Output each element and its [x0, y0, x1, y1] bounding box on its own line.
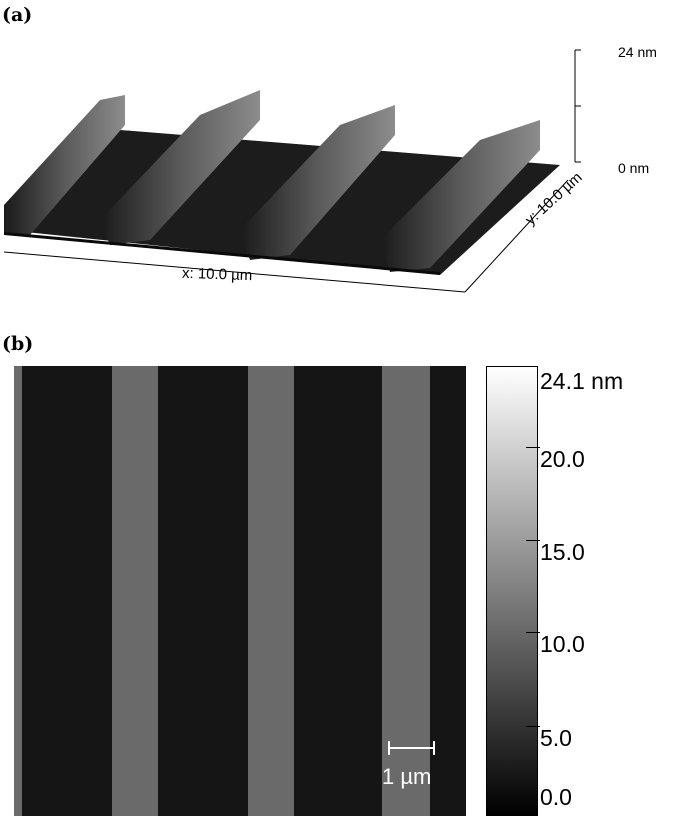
scale-bar-tick: [433, 741, 435, 755]
colorbar-tick: [526, 726, 540, 727]
x-axis-line: [3, 251, 466, 293]
ridge-4: [380, 120, 540, 272]
colorbar-tick-label: 10.0: [540, 631, 585, 657]
z-max-label: 24 nm: [618, 44, 657, 60]
ridges: [4, 90, 540, 272]
panel-a-label: (a): [2, 4, 33, 26]
colorbar: [486, 366, 538, 816]
colorbar-tick-label: 5.0: [540, 725, 572, 751]
ridge-2: [100, 90, 260, 245]
scale-bar: [389, 747, 434, 749]
ridge-1: [4, 95, 125, 235]
colorbar-tick-label: 0.0: [540, 784, 572, 810]
stripe-2: [248, 366, 294, 816]
scale-bar-label: 1 µm: [382, 764, 432, 789]
colorbar-max-label: 24.1 nm: [540, 368, 624, 394]
ridge-3: [240, 105, 395, 260]
colorbar-tick-label: 20.0: [540, 446, 585, 472]
afm-3d-plot: [3, 49, 581, 293]
colorbar-tick: [526, 447, 540, 448]
colorbar-tick: [526, 540, 540, 541]
stripe-1: [112, 366, 158, 816]
stripe-3: [382, 366, 430, 816]
afm-3d-surface: 24 nm 0 nm x: 10.0 µm y: 10.0 µm: [0, 30, 678, 310]
colorbar-tick: [526, 632, 540, 633]
y-axis-line: [464, 179, 569, 293]
panel-b-label: (b): [2, 333, 34, 355]
z-min-label: 0 nm: [618, 160, 650, 176]
stripe-edge: [14, 366, 22, 816]
afm-height-image: [14, 366, 466, 816]
x-axis-label: x: 10.0 µm: [181, 264, 253, 285]
colorbar-tick-label: 15.0: [540, 539, 585, 565]
